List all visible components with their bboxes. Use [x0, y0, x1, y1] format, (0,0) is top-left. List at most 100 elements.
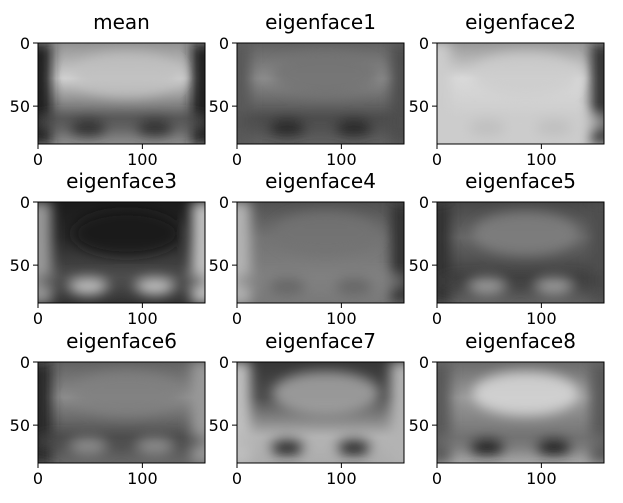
axes-frame [236, 361, 405, 464]
y-tick-label: 0 [219, 34, 229, 53]
axes-frame [37, 201, 206, 304]
forehead-region [472, 211, 580, 256]
right-eye-region [335, 278, 373, 295]
panel-title: eigenface6 [66, 329, 177, 353]
right-edge-region [191, 43, 205, 144]
heatmap-image [437, 202, 604, 303]
right-edge-region [590, 362, 604, 463]
y-tick-label: 50 [409, 416, 429, 435]
left-edge-region [437, 202, 451, 303]
x-tick-label: 0 [232, 469, 242, 488]
right-edge-region [590, 202, 604, 303]
panel-9: eigenface8 0 50 0 100 [409, 329, 605, 488]
left-eye-region [268, 278, 306, 295]
axes-frame [37, 42, 206, 145]
right-eye-region [535, 438, 573, 455]
panel-title: eigenface3 [66, 169, 177, 193]
heatmap-image [437, 43, 604, 144]
x-tick-label: 100 [326, 469, 357, 488]
axes-frame [236, 42, 405, 145]
right-eye-region [136, 438, 174, 455]
x-tick-label: 0 [33, 469, 43, 488]
forehead-region [272, 52, 380, 97]
right-edge-region [390, 43, 404, 144]
heatmap-image [237, 43, 404, 144]
axes-frame [37, 361, 206, 464]
panel-3: eigenface2 0 50 0 100 [409, 10, 605, 169]
y-tick-label: 0 [20, 353, 30, 372]
left-eye-region [468, 438, 506, 455]
right-eye-region [535, 119, 573, 136]
y-tick-label: 0 [419, 34, 429, 53]
brow-band [237, 275, 404, 288]
x-tick-label: 0 [232, 309, 242, 328]
axes-frame [436, 361, 605, 464]
panel-title: eigenface8 [465, 329, 576, 353]
forehead-region [73, 211, 181, 256]
forehead-region [73, 52, 181, 97]
x-tick-label: 100 [526, 309, 557, 328]
panel-title: mean [93, 10, 150, 34]
brow-band [437, 116, 604, 129]
left-eye-region [468, 278, 506, 295]
x-tick-label: 100 [326, 150, 357, 169]
y-tick-label: 0 [20, 193, 30, 212]
panel-title: eigenface2 [465, 10, 576, 34]
left-eye-region [468, 119, 506, 136]
x-tick-label: 0 [432, 309, 442, 328]
forehead-region [73, 371, 181, 416]
x-tick-label: 100 [526, 469, 557, 488]
x-tick-label: 100 [127, 150, 158, 169]
left-eye-region [268, 119, 306, 136]
right-eye-region [136, 278, 174, 295]
panel-5: eigenface4 0 50 0 100 [209, 169, 405, 328]
x-tick-label: 0 [33, 150, 43, 169]
panel-title: eigenface7 [265, 329, 376, 353]
right-edge-region [590, 43, 604, 144]
y-tick-label: 0 [219, 353, 229, 372]
axes-frame [436, 201, 605, 304]
left-eye-region [268, 438, 306, 455]
y-tick-label: 50 [209, 97, 229, 116]
axes-frame [236, 201, 405, 304]
axes-frame [436, 42, 605, 145]
panel-4: eigenface3 0 50 0 100 [10, 169, 206, 328]
right-edge-region [390, 362, 404, 463]
left-edge-region [237, 43, 251, 144]
heatmap-image [237, 202, 404, 303]
x-tick-label: 100 [127, 469, 158, 488]
y-tick-label: 50 [10, 256, 30, 275]
heatmap-image [437, 362, 604, 463]
heatmap-image [38, 202, 205, 303]
brow-band [38, 116, 205, 129]
y-tick-label: 50 [209, 256, 229, 275]
heatmap-image [38, 362, 205, 463]
forehead-region [272, 371, 380, 416]
y-tick-label: 50 [409, 256, 429, 275]
panel-6: eigenface5 0 50 0 100 [409, 169, 605, 328]
x-tick-label: 100 [526, 150, 557, 169]
left-edge-region [437, 43, 451, 144]
brow-band [437, 435, 604, 448]
y-tick-label: 50 [10, 416, 30, 435]
right-edge-region [390, 202, 404, 303]
left-eye-region [69, 278, 107, 295]
left-edge-region [38, 43, 52, 144]
forehead-region [272, 211, 380, 256]
x-tick-label: 0 [232, 150, 242, 169]
brow-band [237, 435, 404, 448]
x-tick-label: 0 [432, 469, 442, 488]
y-tick-label: 50 [209, 416, 229, 435]
left-eye-region [69, 438, 107, 455]
panel-title: eigenface5 [465, 169, 576, 193]
y-tick-label: 0 [20, 34, 30, 53]
panel-8: eigenface7 0 50 0 100 [209, 329, 405, 488]
right-eye-region [535, 278, 573, 295]
brow-band [437, 275, 604, 288]
heatmap-image [237, 362, 404, 463]
x-tick-label: 0 [432, 150, 442, 169]
y-tick-label: 50 [409, 97, 429, 116]
left-eye-region [69, 119, 107, 136]
left-edge-region [38, 202, 52, 303]
